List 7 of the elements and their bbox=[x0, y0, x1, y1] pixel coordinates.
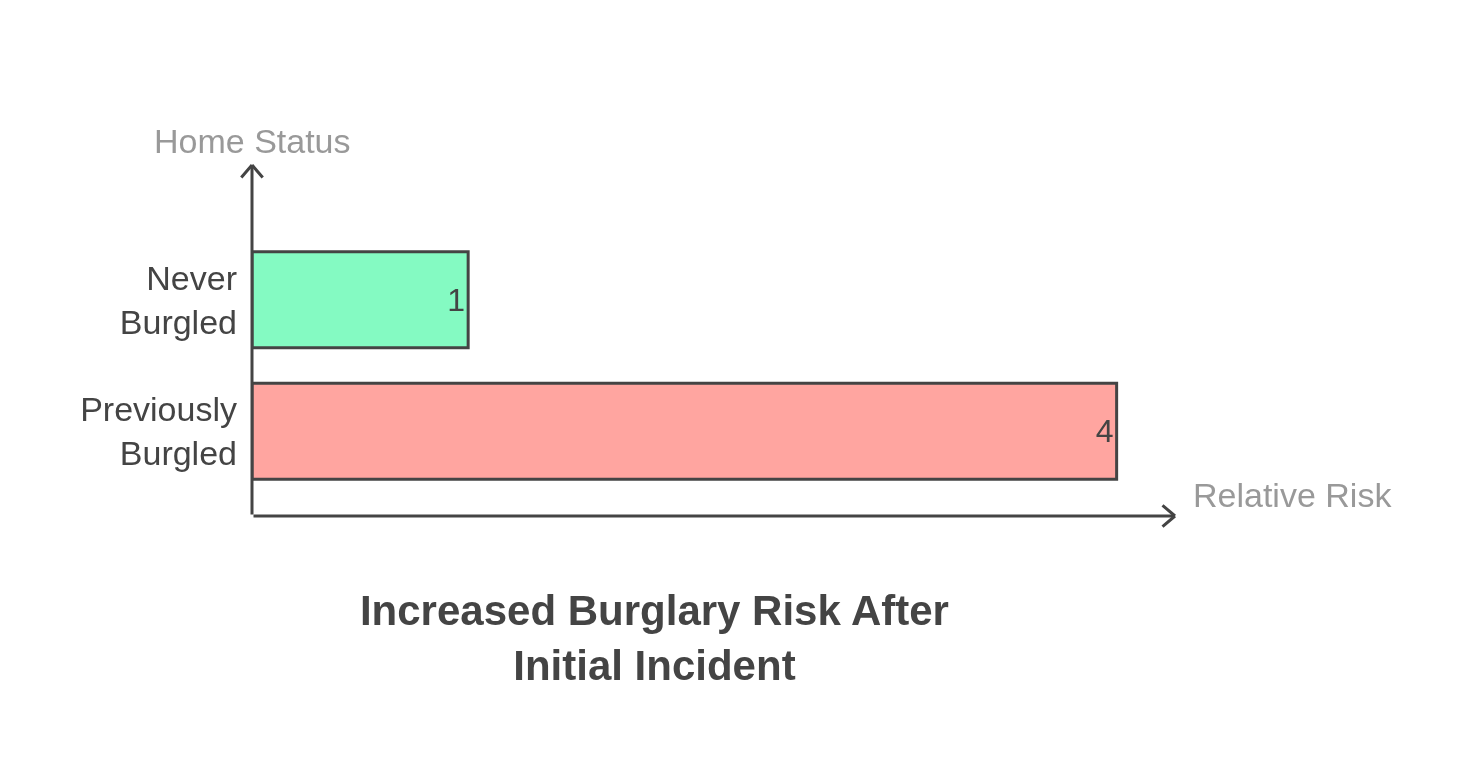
data-label: 4 bbox=[1095, 413, 1114, 450]
y-axis-title: Home Status bbox=[154, 122, 351, 160]
x-axis-title: Relative Risk bbox=[1193, 476, 1393, 514]
y-tick-label: Never Burgled bbox=[119, 258, 237, 341]
text: Increased Burglary Risk After Initial Incident bbox=[359, 587, 949, 689]
data-label: 1 bbox=[447, 281, 466, 318]
y-tick-label: Previously Burgled bbox=[80, 390, 237, 473]
